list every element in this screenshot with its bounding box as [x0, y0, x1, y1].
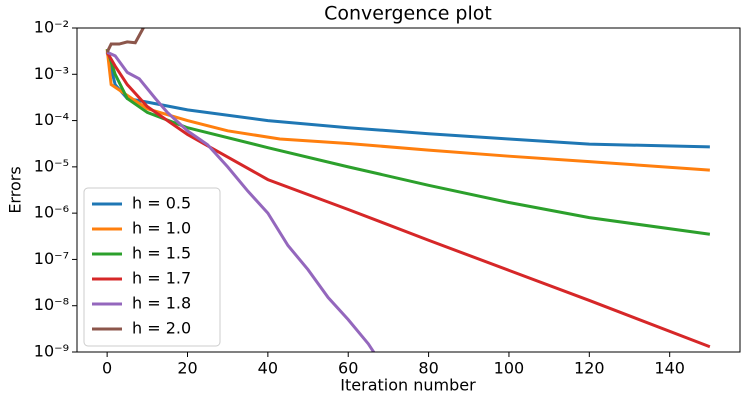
plot-frame — [76, 27, 741, 353]
y-tick-label: 10⁻⁵ — [34, 156, 69, 175]
series-line — [105, 48, 711, 236]
y-tick-label: 10⁻⁷ — [34, 249, 69, 268]
y-axis-label: Errors — [6, 166, 25, 213]
y-tick-label: 10⁻⁴ — [34, 110, 69, 129]
x-axis-label: Iteration number — [340, 376, 476, 395]
y-tick-label: 10⁻⁸ — [34, 295, 69, 314]
x-tick-label: 40 — [258, 359, 278, 378]
x-tick-label: 140 — [654, 359, 685, 378]
legend-label: h = 1.5 — [132, 244, 191, 263]
x-tick-label: 0 — [102, 359, 112, 378]
series-line — [105, 51, 711, 349]
series-line — [105, 28, 145, 53]
series-line — [105, 51, 710, 149]
plot-area — [105, 28, 711, 352]
legend-label: h = 1.0 — [132, 219, 191, 238]
series-line — [106, 50, 376, 352]
x-tick-label: 100 — [494, 359, 525, 378]
x-tick-label: 80 — [418, 359, 438, 378]
y-tick-label: 10⁻² — [34, 18, 69, 37]
y-tick-label: 10⁻³ — [34, 64, 69, 83]
x-tick-label: 20 — [177, 359, 197, 378]
legend-label: h = 2.0 — [132, 319, 191, 338]
series-line — [105, 48, 710, 172]
y-tick-label: 10⁻⁹ — [34, 342, 69, 361]
y-tick-label: 10⁻⁶ — [34, 203, 69, 222]
x-tick-label: 60 — [338, 359, 358, 378]
chart-title: Convergence plot — [324, 3, 492, 25]
legend-label: h = 1.7 — [132, 269, 191, 288]
legend-label: h = 0.5 — [132, 194, 191, 213]
x-tick-label: 120 — [574, 359, 605, 378]
legend-label: h = 1.8 — [132, 294, 191, 313]
